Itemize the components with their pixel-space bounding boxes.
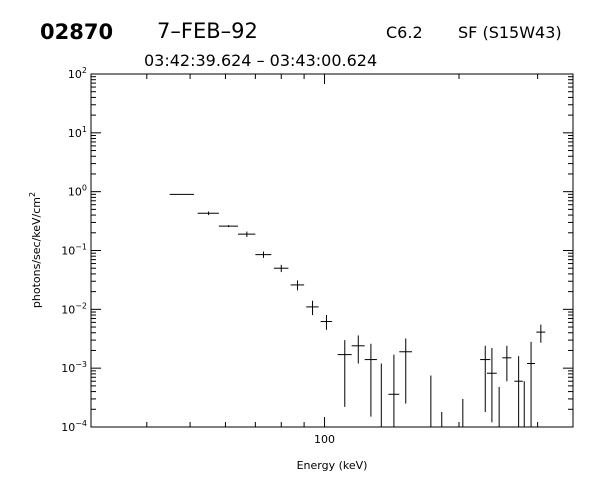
y-tick-label: 10−2 (61, 301, 87, 316)
data-point (255, 251, 272, 258)
y-tick-label-base: 10 (61, 245, 75, 258)
data-point (486, 348, 497, 423)
y-tick-label: 10−4 (61, 419, 87, 434)
y-tick-label: 100 (68, 184, 87, 199)
y-tick-label: 102 (68, 66, 87, 81)
y-tick-label-exp: −4 (75, 419, 87, 428)
data-point (320, 315, 333, 330)
goes-class: C6.2 (386, 23, 423, 42)
y-tick-label: 10−3 (61, 360, 87, 375)
plot-frame (90, 73, 574, 428)
y-axis-title-exp: 2 (28, 192, 37, 197)
y-tick-label-base: 10 (61, 421, 75, 434)
x-tick-label-100: 100 (314, 433, 335, 446)
event-id: 02870 (40, 20, 113, 44)
x-axis-title: Energy (keV) (297, 459, 368, 472)
y-tick-label-base: 10 (68, 68, 82, 81)
data-point (527, 341, 536, 427)
y-tick-label-base: 10 (68, 127, 82, 140)
y-tick-label-exp: 0 (82, 184, 87, 193)
y-tick-label-base: 10 (61, 362, 75, 375)
data-point (306, 300, 319, 316)
data-point (514, 356, 523, 427)
y-tick-label-base: 10 (61, 303, 75, 316)
axis-ticks (91, 73, 573, 428)
data-point (337, 340, 352, 407)
data-point (364, 343, 377, 417)
data-point (273, 264, 289, 273)
data-point (502, 345, 512, 382)
y-axis-title-base: photons/sec/keV/cm (30, 197, 43, 308)
y-tick-label-exp: −1 (75, 243, 87, 252)
data-point (197, 211, 219, 216)
y-tick-label-base: 10 (68, 186, 82, 199)
y-axis-title: photons/sec/keV/cm2 (28, 192, 43, 308)
y-tick-label: 101 (68, 125, 87, 140)
data-point (218, 225, 238, 228)
data-point (388, 354, 400, 427)
event-date: 7–FEB–92 (157, 19, 258, 43)
y-tick-label: 10−1 (61, 243, 87, 258)
data-point (480, 345, 491, 412)
y-tick-label-exp: 1 (82, 125, 87, 134)
data-point (399, 338, 413, 404)
y-tick-label-exp: −3 (75, 360, 87, 369)
data-points (169, 193, 546, 427)
data-point (290, 280, 305, 291)
data-point (351, 335, 365, 364)
data-point (536, 324, 546, 343)
data-point (237, 231, 256, 237)
x-tick-labels: 100 (314, 433, 335, 446)
y-tick-label-exp: −2 (75, 301, 87, 310)
y-tick-label-exp: 2 (82, 66, 87, 75)
flare-info: SF (S15W43) (458, 23, 562, 42)
time-range: 03:42:39.624 – 03:43:00.624 (144, 51, 377, 70)
